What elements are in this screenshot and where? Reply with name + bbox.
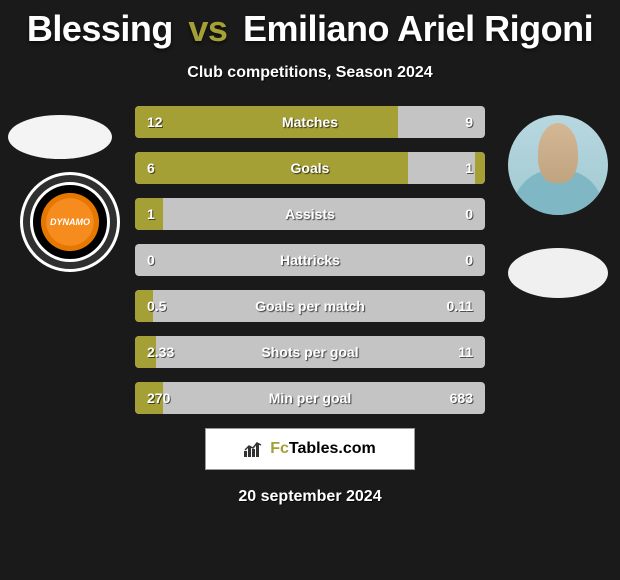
- stat-row: 270683Min per goal: [135, 382, 485, 414]
- club-badge-inner: DYNAMO: [30, 182, 110, 262]
- stats-bars: 129Matches 61Goals 10Assists 00Hattricks 0.5…: [135, 106, 485, 414]
- competition-subtitle: Club competitions, Season 2024: [0, 64, 620, 82]
- club-left-badge: DYNAMO: [20, 172, 120, 272]
- stat-row: 61Goals: [135, 152, 485, 184]
- stat-row: 129Matches: [135, 106, 485, 138]
- player1-avatar-placeholder: [8, 115, 112, 159]
- stat-row: 00Hattricks: [135, 244, 485, 276]
- branding-box[interactable]: FcTables.com: [205, 428, 415, 470]
- comparison-title: Blessing vs Emiliano Ariel Rigoni: [0, 0, 620, 50]
- club-right-placeholder: [508, 248, 608, 298]
- stat-label: Min per goal: [135, 390, 485, 406]
- stat-label: Matches: [135, 114, 485, 130]
- club-badge-outer: DYNAMO: [20, 172, 120, 272]
- branding-prefix: Fc: [270, 440, 289, 457]
- stat-label: Goals: [135, 160, 485, 176]
- date-text: 20 september 2024: [0, 488, 620, 506]
- stat-label: Shots per goal: [135, 344, 485, 360]
- stat-label: Assists: [135, 206, 485, 222]
- stat-row: 2.3311Shots per goal: [135, 336, 485, 368]
- club-badge-text: DYNAMO: [50, 218, 90, 227]
- vs-text: vs: [188, 8, 227, 49]
- stat-row: 10Assists: [135, 198, 485, 230]
- branding-suffix: Tables.com: [289, 440, 376, 457]
- branding-text: FcTables.com: [270, 440, 376, 458]
- chart-icon: [244, 441, 264, 457]
- stat-label: Hattricks: [135, 252, 485, 268]
- stat-label: Goals per match: [135, 298, 485, 314]
- player1-name: Blessing: [27, 8, 173, 49]
- player2-avatar: [508, 115, 608, 215]
- stat-row: 0.50.11Goals per match: [135, 290, 485, 322]
- player2-name: Emiliano Ariel Rigoni: [243, 8, 593, 49]
